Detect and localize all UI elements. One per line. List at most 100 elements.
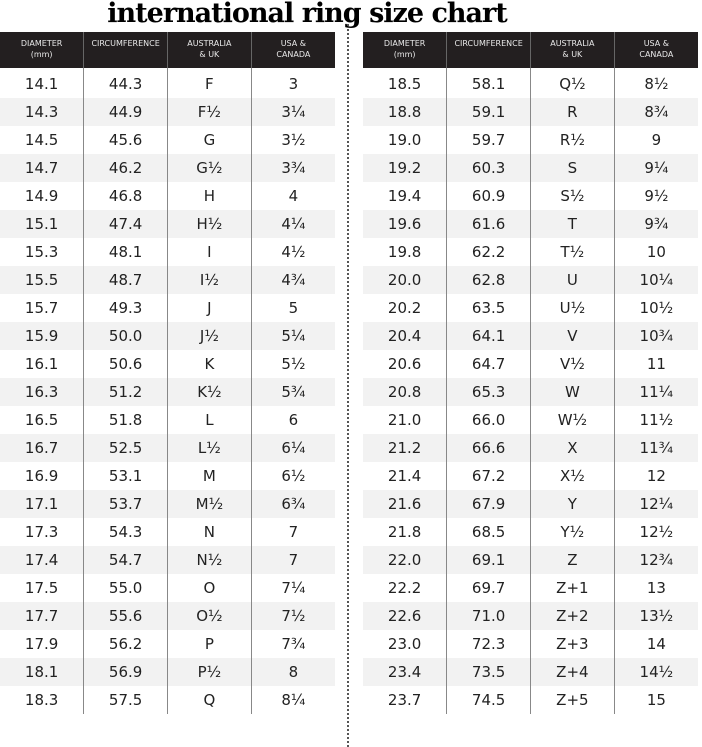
- cell-diameter: 19.4: [387, 187, 422, 205]
- cell-circumference: 55.6: [83, 602, 168, 630]
- cell-au-uk: T: [530, 210, 615, 238]
- cell-au-uk: S½: [530, 182, 615, 210]
- cell-circumference: 51.8: [83, 406, 168, 434]
- cell-usa-canada: 4: [250, 182, 335, 210]
- cell-circumference: 46.2: [83, 154, 168, 182]
- table-row: 22.0 69.1 Z 12¾: [363, 546, 698, 574]
- cell-diameter: 21.2: [363, 434, 447, 462]
- cell-au-uk: S: [530, 154, 615, 182]
- cell-diameter: 22.0: [363, 546, 447, 574]
- table-row: 21.8 68.5 Y½ 12½: [363, 518, 698, 546]
- cell-au-uk: J: [167, 294, 252, 322]
- title-text: international ring size chart: [107, 0, 507, 29]
- cell-usa-canada: 7¼: [250, 574, 335, 602]
- cell-usa-canada: 9¼: [613, 154, 698, 182]
- cell-diameter: 15.5: [0, 266, 84, 294]
- cell-au-uk: N: [167, 518, 252, 546]
- cell-diameter: 20.2: [387, 299, 422, 317]
- cell-circumference: 74.5: [446, 686, 531, 714]
- table-row: 17.1 53.7 M½ 6¾: [0, 490, 335, 518]
- cell-au-uk: L: [167, 406, 252, 434]
- table-row: 17.5 55.0 O 7¼: [0, 574, 335, 602]
- cell-au-uk: P½: [167, 658, 252, 686]
- cell-circumference: 66.6: [446, 434, 531, 462]
- cell-au-uk: R½: [530, 126, 615, 154]
- table-row: 18.1 56.9 P½ 8: [0, 658, 335, 686]
- cell-au-uk: F: [167, 68, 252, 98]
- cell-diameter: 19.6: [363, 210, 447, 238]
- cell-circumference: 72.3: [446, 630, 531, 658]
- cell-circumference: 64.7: [446, 350, 531, 378]
- cell-diameter: 22.2: [387, 579, 422, 597]
- table-row: 18.3 57.5 Q 8¼: [0, 686, 335, 714]
- cell-au-uk: H: [167, 182, 252, 210]
- table-row: 14.5 45.6 G 3½: [0, 126, 335, 154]
- header-row: DIAMETER (mm) CIRCUMFERENCE AUSTRALIA & UK US…: [363, 32, 698, 68]
- cell-circumference: 58.1: [446, 68, 531, 98]
- cell-usa-canada: 4¼: [250, 210, 335, 238]
- cell-usa-canada: 3¾: [250, 154, 335, 182]
- cell-au-uk: U½: [530, 294, 615, 322]
- header-circumference: CIRCUMFERENCE: [446, 32, 531, 68]
- cell-diameter: 23.7: [387, 691, 422, 709]
- cell-diameter: 16.7: [0, 434, 84, 462]
- table-row: 17.3 54.3 N 7: [0, 518, 335, 546]
- table-row: 15.9 50.0 J½ 5¼: [0, 322, 335, 350]
- cell-diameter: 14.9: [24, 187, 59, 205]
- cell-circumference: 47.4: [83, 210, 168, 238]
- cell-au-uk: Y½: [530, 518, 615, 546]
- cell-circumference: 55.0: [83, 574, 168, 602]
- table-row: 15.1 47.4 H½ 4¼: [0, 210, 335, 238]
- cell-usa-canada: 12¾: [613, 546, 698, 574]
- dotted-divider: [347, 24, 349, 747]
- header-usa-canada: USA & CANADA: [613, 32, 698, 68]
- cell-au-uk: F½: [167, 98, 252, 126]
- cell-circumference: 50.0: [83, 322, 168, 350]
- cell-usa-canada: 13½: [613, 602, 698, 630]
- cell-usa-canada: 14½: [613, 658, 698, 686]
- table-row: 18.5 58.1 Q½ 8½: [363, 68, 698, 98]
- table-row: 15.5 48.7 I½ 4¾: [0, 266, 335, 294]
- cell-circumference: 67.9: [446, 490, 531, 518]
- cell-au-uk: G½: [167, 154, 252, 182]
- table-row: 16.9 53.1 M 6½: [0, 462, 335, 490]
- cell-circumference: 51.2: [83, 378, 168, 406]
- cell-au-uk: N½: [167, 546, 252, 574]
- cell-circumference: 59.7: [446, 126, 531, 154]
- cell-au-uk: Q½: [530, 68, 615, 98]
- table-row: 20.2 63.5 U½ 10½: [363, 294, 698, 322]
- cell-usa-canada: 7: [250, 518, 335, 546]
- table-row: 14.1 44.3 F 3: [0, 68, 335, 98]
- cell-diameter: 21.0: [387, 411, 422, 429]
- table-row: 15.3 48.1 I 4½: [0, 238, 335, 266]
- cell-circumference: 52.5: [83, 434, 168, 462]
- cell-circumference: 48.7: [83, 266, 168, 294]
- cell-circumference: 53.1: [83, 462, 168, 490]
- cell-au-uk: G: [167, 126, 252, 154]
- cell-usa-canada: 10¼: [613, 266, 698, 294]
- cell-diameter: 18.1: [0, 658, 84, 686]
- table-row: 17.9 56.2 P 7¾: [0, 630, 335, 658]
- cell-usa-canada: 15: [613, 686, 698, 714]
- cell-circumference: 44.3: [83, 68, 168, 98]
- cell-au-uk: L½: [167, 434, 252, 462]
- table-row: 22.2 69.7 Z+1 13: [363, 574, 698, 602]
- cell-diameter: 17.4: [0, 546, 84, 574]
- cell-circumference: 48.1: [83, 238, 168, 266]
- cell-usa-canada: 5¾: [250, 378, 335, 406]
- table-row: 21.6 67.9 Y 12¼: [363, 490, 698, 518]
- cell-usa-canada: 12: [613, 462, 698, 490]
- ring-size-table-left: DIAMETER (mm) CIRCUMFERENCE AUSTRALIA & UK US…: [0, 32, 335, 714]
- cell-usa-canada: 5: [250, 294, 335, 322]
- header-usa-canada: USA & CANADA: [250, 32, 335, 68]
- cell-au-uk: H½: [167, 210, 252, 238]
- cell-circumference: 56.2: [83, 630, 168, 658]
- cell-diameter: 17.1: [0, 490, 84, 518]
- cell-usa-canada: 7: [250, 546, 335, 574]
- cell-au-uk: U: [530, 266, 615, 294]
- cell-au-uk: R: [530, 98, 615, 126]
- cell-diameter: 22.6: [363, 602, 447, 630]
- cell-diameter: 17.7: [0, 602, 84, 630]
- cell-diameter: 15.3: [24, 243, 59, 261]
- cell-usa-canada: 10: [613, 238, 698, 266]
